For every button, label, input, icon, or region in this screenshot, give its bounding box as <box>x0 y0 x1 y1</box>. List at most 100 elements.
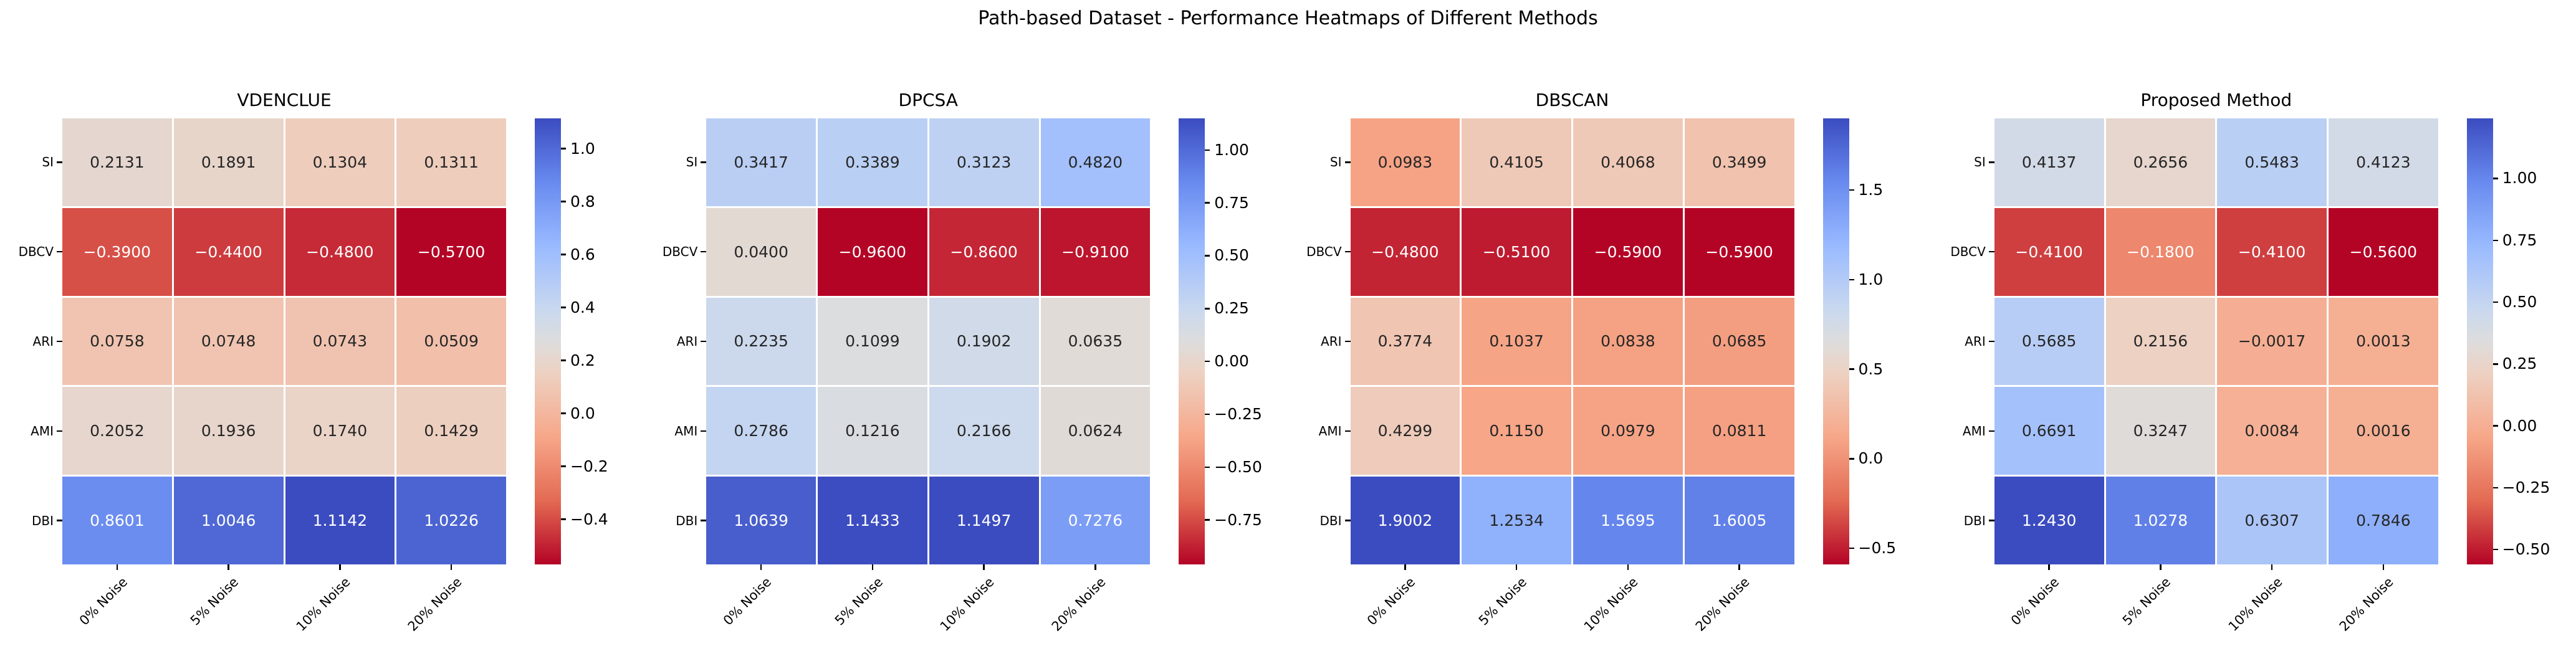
cell-value: 1.0639 <box>734 511 788 530</box>
colorbar-tick <box>1849 278 1854 281</box>
x-axis-label: 10% Noise <box>2225 574 2286 634</box>
x-tick <box>1094 564 1096 570</box>
x-axis-label: 10% Noise <box>937 574 997 634</box>
heatmap-cell: −0.4100 <box>1994 207 2104 296</box>
cell-value: 0.3499 <box>1712 153 1767 171</box>
y-axis-label: DBI <box>31 513 54 528</box>
heatmap-cell: 1.1433 <box>818 477 927 564</box>
y-axis-label: DBCV <box>1950 244 1986 260</box>
colorbar-tick <box>1205 149 1210 151</box>
x-axis-label: 20% Noise <box>1048 574 1109 634</box>
heatmap-cell: 1.2534 <box>1462 477 1571 564</box>
cell-value: 0.3417 <box>734 153 788 171</box>
cell-value: 0.0758 <box>90 332 145 351</box>
x-tick <box>2048 564 2050 570</box>
cell-value: 0.5685 <box>2021 332 2077 351</box>
y-tick <box>1988 161 1994 163</box>
colorbar-tick-label: 0.00 <box>2502 416 2537 435</box>
cell-value: 0.3247 <box>2133 422 2188 440</box>
colorbar-tick <box>1849 189 1854 191</box>
y-tick <box>1344 250 1351 253</box>
x-axis-label: 5% Noise <box>188 574 242 629</box>
colorbar-tick <box>1849 368 1854 370</box>
y-tick <box>1988 250 1994 253</box>
cell-value: 0.2656 <box>2133 153 2188 171</box>
heatmap-cell: −0.0017 <box>2217 297 2327 386</box>
y-tick <box>57 250 62 253</box>
x-tick <box>760 564 762 570</box>
heatmap-cell: 0.1150 <box>1462 387 1571 475</box>
heatmap-cell: 0.3123 <box>929 118 1039 206</box>
colorbar-tick-label: −0.50 <box>1214 457 1262 476</box>
y-axis-label: ARI <box>1965 334 1986 349</box>
heatmap-cell: 0.3247 <box>2105 387 2216 475</box>
x-tick <box>1738 564 1740 570</box>
cell-value: 0.6307 <box>2244 511 2299 530</box>
cell-value: 1.6005 <box>1712 511 1767 530</box>
cell-value: −0.5600 <box>2349 242 2418 261</box>
heatmap-cell: 0.1304 <box>285 118 395 206</box>
heatmap-cell: 0.4068 <box>1573 118 1683 206</box>
y-tick <box>1344 161 1351 163</box>
cell-value: 0.4123 <box>2356 153 2411 171</box>
cell-value: 0.0509 <box>424 332 479 351</box>
cell-value: 0.7846 <box>2356 511 2411 530</box>
colorbar <box>1179 118 1205 564</box>
y-tick <box>701 340 707 343</box>
colorbar-tick <box>1205 413 1210 416</box>
heatmap-panel: VDENCLUE 0.2131 0.1891 0.1304 0.1311 −0.3900 −… <box>0 0 644 651</box>
y-axis-label: SI <box>1329 154 1342 170</box>
colorbar-tick <box>1205 466 1210 468</box>
panel-title: DPCSA <box>898 90 958 110</box>
cell-value: 1.1433 <box>845 511 900 530</box>
colorbar-tick-label: 0.0 <box>570 404 595 422</box>
x-tick <box>2382 564 2385 570</box>
cell-value: 0.4137 <box>2021 153 2077 171</box>
cell-value: 1.2430 <box>2021 511 2077 530</box>
y-tick <box>701 250 707 253</box>
y-axis-label: ARI <box>32 334 54 349</box>
heatmap-cell: 1.0226 <box>396 477 506 564</box>
colorbar-tick-label: 0.2 <box>570 351 595 369</box>
y-tick <box>1344 430 1351 432</box>
y-tick <box>701 430 707 432</box>
heatmap-panel: DBSCAN 0.0983 0.4105 0.4068 0.3499 −0.4800 −0.… <box>1288 0 1932 651</box>
cell-value: 0.1429 <box>424 422 479 440</box>
cell-value: −0.4100 <box>2015 242 2083 261</box>
heatmap-cell: 0.1037 <box>1462 297 1571 386</box>
y-axis-label: AMI <box>1962 423 1986 439</box>
colorbar-tick-label: 0.50 <box>2502 293 2537 311</box>
cell-value: 0.0624 <box>1068 422 1123 440</box>
cell-value: 0.0811 <box>1712 422 1767 440</box>
heatmap-cell: 0.1429 <box>396 387 506 475</box>
colorbar-tick <box>2492 548 2498 551</box>
cell-value: 0.2786 <box>734 422 788 440</box>
cell-value: 0.0016 <box>2356 422 2411 440</box>
heatmap-cell: 1.0639 <box>706 477 816 564</box>
cell-value: 0.0400 <box>734 242 788 261</box>
heatmap-cell: −0.9100 <box>1040 207 1151 296</box>
cell-value: 0.1891 <box>201 153 256 171</box>
cell-value: 0.1099 <box>845 332 900 351</box>
y-axis-label: DBCV <box>662 244 698 260</box>
cell-value: 0.0635 <box>1068 332 1123 351</box>
colorbar-tick-label: 0.25 <box>2502 354 2537 373</box>
heatmap-cell: 0.1099 <box>818 297 927 386</box>
cell-value: 0.1902 <box>956 332 1012 351</box>
heatmap-cell: 0.0509 <box>396 297 506 386</box>
heatmap-cell: 0.1891 <box>173 118 284 206</box>
panel-title: VDENCLUE <box>237 90 332 110</box>
heatmap-cell: −0.3900 <box>62 207 172 296</box>
y-tick <box>1988 520 1994 521</box>
x-axis-label: 0% Noise <box>1364 574 1419 629</box>
heatmap-cell: 0.0983 <box>1350 118 1460 206</box>
heatmap-cell: 0.0811 <box>1684 387 1794 475</box>
cell-value: 0.4105 <box>1489 153 1544 171</box>
cell-value: 0.0838 <box>1601 332 1655 351</box>
heatmap-cell: 1.9002 <box>1350 477 1460 564</box>
heatmap-cell: 0.7276 <box>1040 477 1151 564</box>
heatmap-cell: 1.2430 <box>1994 477 2104 564</box>
cell-value: 0.1304 <box>312 153 368 171</box>
y-axis-label: SI <box>42 154 54 170</box>
heatmap-cell: 0.0838 <box>1573 297 1683 386</box>
